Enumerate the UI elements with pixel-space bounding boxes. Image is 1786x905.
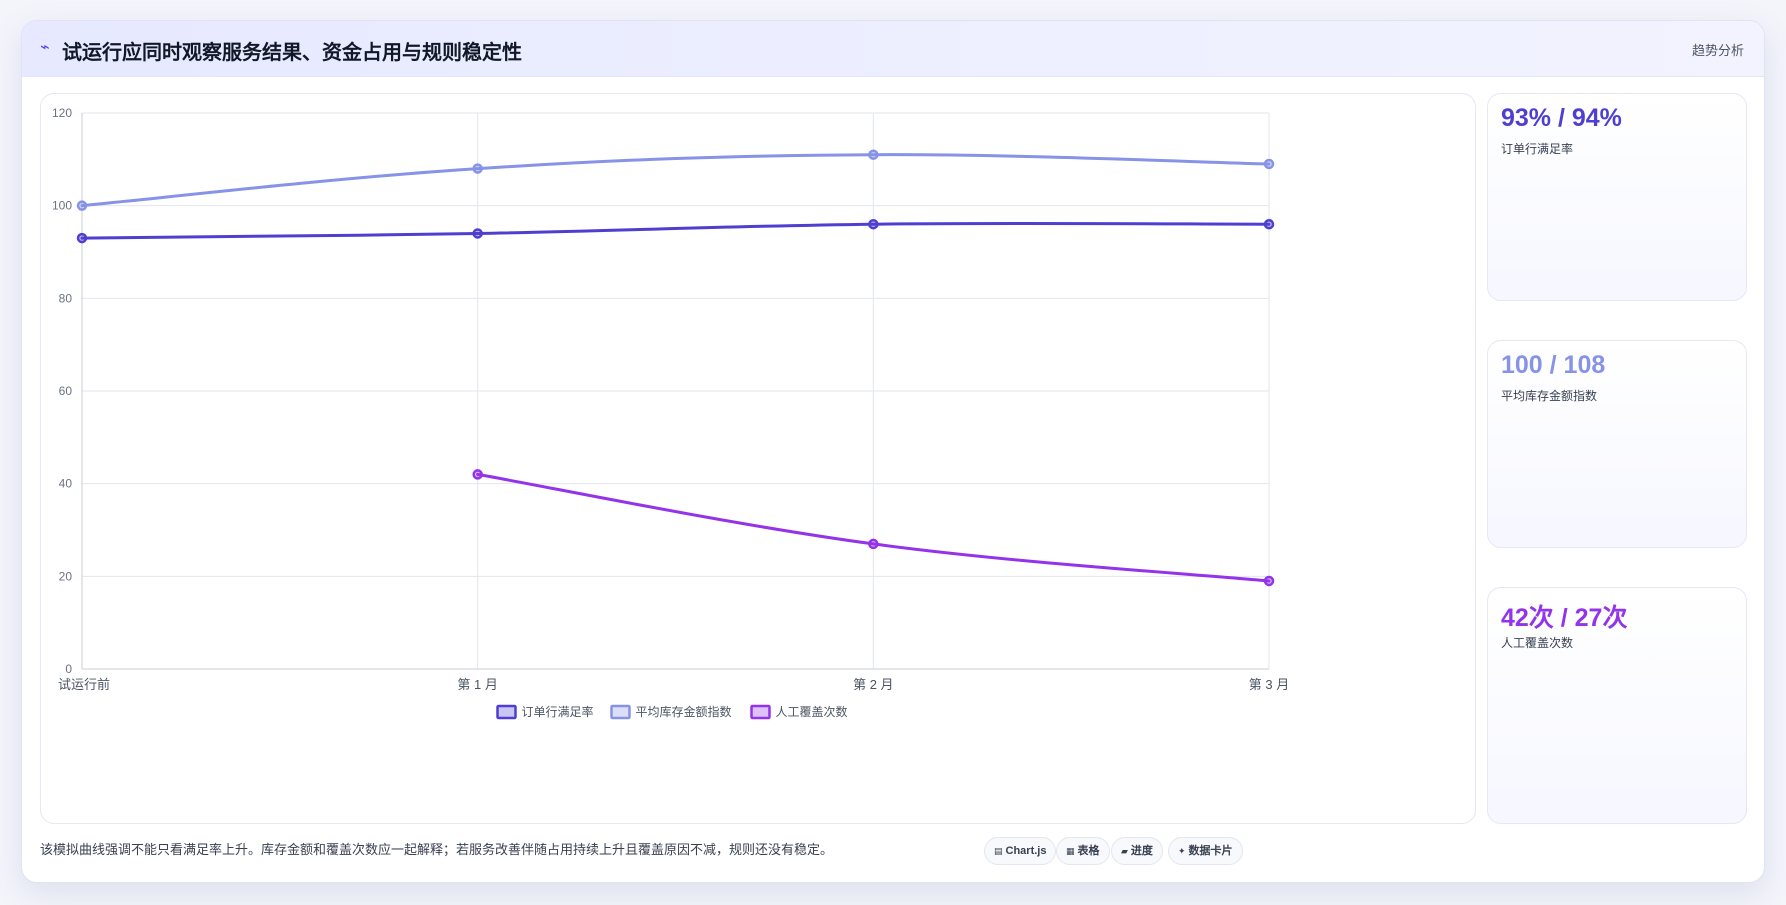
- y-tick-label: 60: [59, 384, 73, 398]
- legend-swatch: [750, 704, 771, 720]
- category-tag: 趋势分析: [1691, 43, 1744, 58]
- data-point: [472, 469, 483, 480]
- x-tick-label: 第 3 月: [1249, 677, 1289, 692]
- x-tick-label: 第 2 月: [853, 677, 893, 692]
- chip-progress[interactable]: ▰ 进度: [1111, 837, 1163, 865]
- y-tick-label: 40: [59, 477, 73, 491]
- chip-chartjs[interactable]: ▤ Chart.js: [984, 837, 1057, 865]
- trend-card: ⌁ 试运行应同时观察服务结果、资金占用与规则稳定性 趋势分析 0 20 40 60 80…: [21, 20, 1765, 883]
- legend-label: 订单行满足率: [522, 704, 594, 719]
- data-point: [1263, 218, 1275, 230]
- legend-label: 人工覆盖次数: [776, 704, 848, 719]
- data-point: [76, 232, 88, 244]
- chart-panel: 0 20 40 60 80 100 120 试运行前 第 1 月 第 2 月 第 3 月订单行满足率…: [40, 93, 1476, 824]
- data-point: [472, 228, 483, 239]
- y-tick-label: 80: [59, 291, 73, 305]
- line-chart: 0 20 40 60 80 100 120 试运行前 第 1 月 第 2 月 第 3 月订单行满足率…: [52, 106, 1289, 720]
- chip-data-card[interactable]: ✦ 数据卡片: [1168, 837, 1243, 865]
- legend-label: 平均库存金额指数: [636, 704, 732, 719]
- chip-label: 数据卡片: [1188, 845, 1233, 857]
- footnote: 该模拟曲线强调不能只看满足率上升。库存金额和覆盖次数应一起解释；若服务改善伴随占…: [40, 842, 834, 857]
- x-tick-label: 试运行前: [58, 677, 110, 692]
- card-header: ⌁ 试运行应同时观察服务结果、资金占用与规则稳定性 趋势分析: [22, 21, 1764, 77]
- series-line: [476, 472, 1271, 583]
- progress-icon: ▰: [1121, 846, 1128, 856]
- data-point: [868, 218, 879, 230]
- x-tick-label: 第 1 月: [457, 677, 497, 692]
- card-title: 试运行应同时观察服务结果、资金占用与规则稳定性: [62, 42, 522, 64]
- data-point: [1263, 575, 1275, 587]
- kpi-card-manual-override: 42次 / 27次 人工覆盖次数: [1487, 587, 1747, 824]
- chart-icon: ▤: [994, 846, 1003, 856]
- data-point: [868, 538, 879, 550]
- chip-label: Chart.js: [1005, 845, 1047, 857]
- data-point: [472, 163, 483, 174]
- y-tick-label: 120: [52, 106, 72, 120]
- chip-label: 表格: [1077, 845, 1100, 857]
- y-tick-label: 20: [59, 569, 73, 583]
- trend-line-icon: ⌁: [40, 39, 50, 56]
- kpi-value: 42次 / 27次: [1501, 604, 1628, 632]
- y-tick-label: 0: [65, 662, 72, 676]
- chip-table[interactable]: ▦ 表格: [1056, 837, 1110, 865]
- legend-swatch: [496, 704, 517, 720]
- data-card-icon: ✦: [1178, 846, 1186, 856]
- data-point: [868, 149, 879, 160]
- series-line: [80, 153, 1271, 208]
- kpi-card-inventory-index: 100 / 108 平均库存金额指数: [1487, 340, 1747, 548]
- kpi-card-fill-rate: 93% / 94% 订单行满足率: [1487, 93, 1747, 301]
- kpi-value: 100 / 108: [1501, 351, 1606, 379]
- chip-label: 进度: [1130, 845, 1153, 857]
- data-point: [76, 200, 88, 211]
- y-tick-label: 100: [52, 199, 72, 213]
- series-line: [80, 221, 1271, 240]
- kpi-label: 订单行满足率: [1501, 142, 1574, 156]
- kpi-value: 93% / 94%: [1501, 104, 1622, 132]
- data-point: [1263, 158, 1275, 170]
- kpi-label: 人工覆盖次数: [1501, 636, 1574, 650]
- legend-swatch: [610, 704, 631, 720]
- table-icon: ▦: [1066, 846, 1075, 856]
- kpi-label: 平均库存金额指数: [1501, 389, 1598, 403]
